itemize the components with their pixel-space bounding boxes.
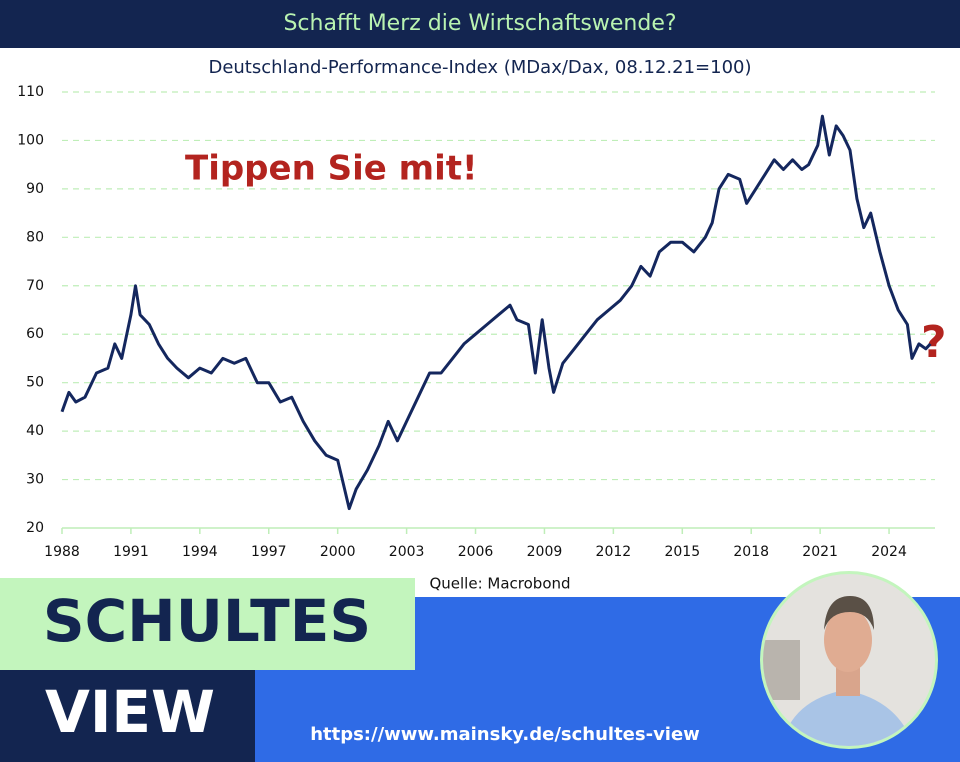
x-tick-label: 2012 <box>596 544 632 560</box>
brand-name: VIEW <box>45 678 215 746</box>
x-tick-label: 2021 <box>802 544 838 560</box>
y-tick-label: 20 <box>26 520 44 536</box>
brand-box <box>0 670 255 762</box>
x-tick-label: 1991 <box>113 544 149 560</box>
title-banner <box>0 0 960 48</box>
x-tick-label: 2024 <box>871 544 907 560</box>
brand-box <box>0 578 415 670</box>
x-tick-label: 2003 <box>389 544 425 560</box>
x-tick-label: 2015 <box>664 544 700 560</box>
line <box>60 114 932 511</box>
portrait <box>760 571 938 749</box>
y-tick-label: 90 <box>26 181 44 197</box>
y-tick-label: 50 <box>26 375 44 391</box>
url: https://www.mainsky.de/schultes-view <box>310 724 700 745</box>
plot: 20 30 40 50 60 70 80 90 100 110 1988 1991 1994 1997 20… <box>17 84 935 560</box>
brand-name: SCHULTES <box>43 587 371 655</box>
x-tick-label: 2000 <box>320 544 356 560</box>
y-tick-label: 80 <box>26 229 44 245</box>
y-tick-label: 40 <box>26 423 44 439</box>
x-tick-label: 1997 <box>251 544 287 560</box>
x-tick-label: 2018 <box>733 544 769 560</box>
y-tick-label: 100 <box>17 132 44 148</box>
annotation: ? <box>921 317 947 368</box>
annotation: Tippen Sie mit! <box>185 149 478 189</box>
y-tick-label: 60 <box>26 326 44 342</box>
y-tick-label: 70 <box>26 278 44 294</box>
x-tick-label: 1994 <box>182 544 218 560</box>
source: Quelle: Macrobond <box>429 575 570 593</box>
y-tick-label: 110 <box>17 84 44 100</box>
chart-subtitle: Deutschland-Performance-Index (MDax/Dax,… <box>208 57 751 78</box>
chart-title: Schafft Merz die Wirtschaftswende? <box>283 11 676 36</box>
x-tick-label: 1988 <box>44 544 80 560</box>
y-tick-label: 30 <box>26 472 44 488</box>
x-tick-label: 2009 <box>527 544 563 560</box>
x-tick-label: 2006 <box>458 544 494 560</box>
